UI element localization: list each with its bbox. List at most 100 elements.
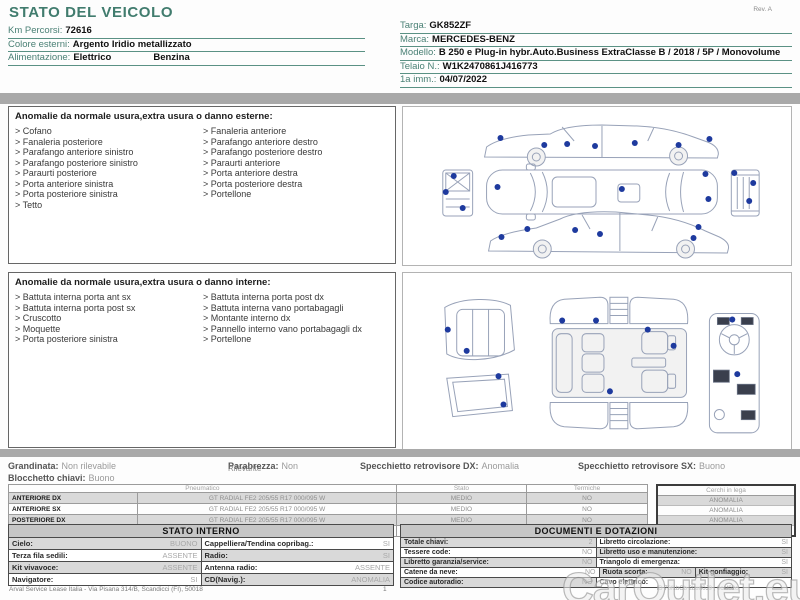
field-colore: Colore esterni: Argento Iridio metallizza… (8, 38, 365, 52)
cerchi-value: ANOMALIA (657, 505, 795, 516)
damage-marker-dot (524, 226, 531, 232)
interior-anomalies-col2: Battuta interna porta post dxBattuta int… (203, 292, 383, 345)
cell-label: CD(Navig.): (204, 575, 246, 584)
field-targa: Targa: GK852ZF (400, 20, 792, 34)
interior-anomalies-heading: Anomalie da normale usura,extra usura o … (15, 277, 271, 288)
anomaly-item: Fanaleria posteriore (15, 137, 195, 148)
specchietto-dx-value: Anomalia (481, 461, 520, 471)
damage-marker-dot (541, 142, 548, 148)
field-marca: Marca: MERCEDES-BENZ (400, 33, 792, 47)
specchietto-sx-label: Specchietto retrovisore SX: (578, 461, 697, 471)
tire-termiche: NO (526, 514, 648, 526)
cell-label: Cielo: (12, 539, 33, 548)
field-colore-value: Argento Iridio metallizzato (72, 38, 192, 50)
field-specchietto-sx: Specchietto retrovisore SX: Buono (578, 461, 725, 471)
field-marca-value: MERCEDES-BENZ (432, 33, 515, 45)
anomaly-item: Portellone (203, 189, 383, 200)
separator-band-top (0, 93, 800, 104)
cell-label: Libretto circolazione: (599, 539, 671, 546)
damage-marker-dot (444, 326, 451, 333)
field-telaio-label: Telaio N.: (400, 60, 440, 72)
table-row: Tessere code: NO Libretto uso e manutenzi… (401, 547, 791, 557)
anomaly-item: Porta posteriore sinistra (15, 189, 195, 200)
anomaly-item: Portellone (203, 334, 383, 345)
anomaly-item: Porta anteriore sinistra (15, 179, 195, 190)
table-row: Cielo: BUONO Cappelliera/Tendina copribag… (9, 538, 393, 549)
exterior-car-diagram (442, 124, 760, 259)
cell-value: NO (582, 559, 593, 566)
field-prima-immatricolazione: 1a imm.: 04/07/2022 (400, 74, 792, 88)
cerchi-header: Cerchi in lega (657, 485, 795, 496)
cell-label: Navigatore: (12, 575, 54, 584)
car-front-view (442, 169, 474, 217)
cell-value: SI (382, 551, 390, 560)
anomaly-item: Porta posteriore sinistra (15, 334, 195, 345)
cell-label: Terza fila sedili: (12, 551, 68, 560)
anomaly-item: Parafango posteriore destro (203, 147, 383, 158)
anomaly-item: Cruscotto (15, 313, 195, 324)
damage-marker-dot (495, 373, 502, 380)
cell-label: Totale chiavi: (404, 539, 449, 546)
tires-header-termiche: Termiche (526, 484, 648, 493)
exterior-anomalies-col2: Fanaleria anterioreParafango anteriore d… (203, 126, 383, 210)
cell-value: NO (582, 549, 593, 556)
tire-description: GT RADIAL FE2 205/55 R17 000/095 W (137, 492, 397, 504)
interior-anomalies-col1: Battuta interna porta ant sxBattuta inte… (15, 292, 195, 345)
anomaly-item: Paraurti posteriore (15, 168, 195, 179)
field-targa-value: GK852ZF (429, 20, 472, 31)
field-alimentazione-value2: Benzina (153, 52, 190, 63)
footer-doc-id: ID 76f1bCb 2burf0J9 , 0caf02c (656, 586, 738, 592)
cell-value: SI (781, 549, 788, 556)
table-row: Kit vivavoce: ASSENTE Antenna radio: ASSEN… (9, 561, 393, 573)
car-side-profile-top (483, 124, 719, 167)
interior-anomalies-box: Anomalie da normale usura,extra usura o … (8, 272, 396, 448)
damage-marker-dot (675, 142, 682, 148)
interior-anomalies-columns: Battuta interna porta ant sx Battuta inte… (15, 292, 389, 345)
damage-marker-dot (564, 141, 571, 147)
anomaly-item: Battuta interna porta ant sx (15, 292, 195, 303)
cell-label: Ruota scorta: (602, 569, 648, 576)
damage-marker-dot (750, 180, 757, 186)
tire-description: GT RADIAL FE2 205/55 R17 000/095 W (137, 503, 397, 515)
documenti-title: DOCUMENTI E DOTAZIONI (400, 524, 792, 537)
field-km-label: Km Percorsi: (8, 25, 63, 36)
field-blocchetto-chiavi: Blocchetto chiavi: Buono (8, 473, 115, 483)
damage-marker-dot (497, 135, 504, 141)
exterior-anomalies-columns: CofanoFanaleria posterioreParafango ante… (15, 126, 389, 210)
parabrezza-overlap-text: Rilevante (228, 464, 262, 473)
car-top-view (486, 163, 718, 221)
cell-value: ASSENTE (162, 551, 198, 560)
damage-marker-dot (705, 196, 712, 202)
damage-marker-dot (729, 316, 736, 323)
damage-marker-dot (463, 347, 470, 354)
damage-marker-dot (498, 234, 505, 240)
cell-value: SI (382, 539, 390, 548)
cell-value: NO (585, 569, 596, 576)
anomaly-item: Paraurti anteriore (203, 158, 383, 169)
damage-marker-dot (706, 136, 713, 142)
tires-header-row: Pneumatico Stato Termiche (8, 484, 648, 493)
car-rear-view (730, 169, 760, 217)
cabin-plan-view (549, 296, 689, 430)
anomaly-item: Cofano (15, 126, 195, 137)
cell-label: Libretto uso e manutenzione: (599, 549, 698, 556)
field-modello-value: B 250 e Plug-in hybr.Auto.Business Extra… (438, 47, 781, 58)
damage-marker-dot (450, 173, 457, 179)
field-telaio: Telaio N.: W1K2470861J416773 (400, 60, 792, 74)
parabrezza-label: Parabrezza: (228, 461, 279, 471)
grandinata-label: Grandinata: (8, 461, 59, 471)
damage-marker-dot (731, 170, 738, 176)
anomaly-item: Battuta interna porta post dx (203, 292, 383, 303)
cell-value: SI (781, 569, 788, 576)
tire-row-posteriore-dx: POSTERIORE DX GT RADIAL FE2 205/55 R17 0… (7, 514, 648, 526)
field-km-value: 72616 (65, 25, 92, 36)
anomaly-item: Parafango posteriore sinistro (15, 158, 195, 169)
damage-marker-dot (746, 198, 753, 204)
separator-band-bottom (0, 449, 800, 457)
cell-label: Radio: (204, 551, 228, 560)
anomaly-item: Battuta interna vano portabagagli (203, 303, 383, 314)
damage-marker-dot (442, 189, 449, 195)
damage-marker-dot (500, 401, 507, 408)
tire-termiche: NO (526, 503, 648, 515)
